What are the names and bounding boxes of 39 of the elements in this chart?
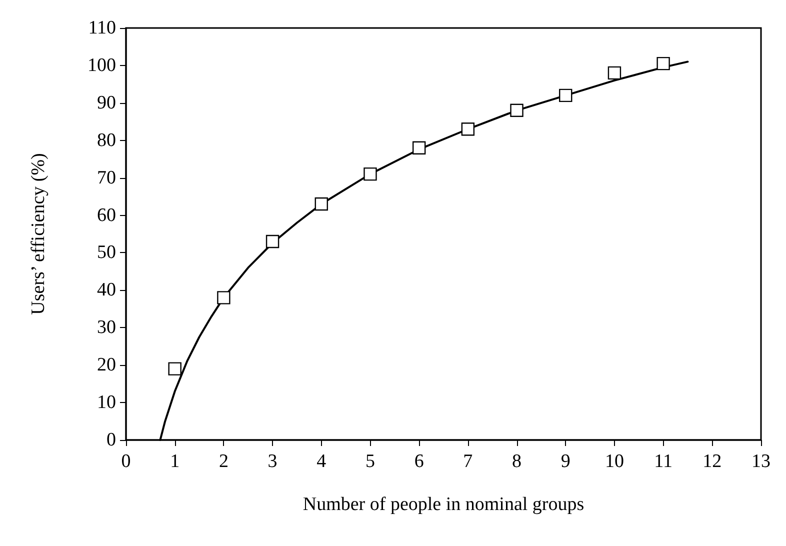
x-tick-label: 4	[316, 451, 327, 472]
y-tick-label: 0	[106, 430, 116, 450]
point	[412, 141, 426, 154]
y-tick-label: 80	[97, 130, 116, 151]
y-tick-label: 10	[97, 392, 116, 414]
x-tick-label: 5	[365, 451, 375, 472]
y-tick-label: 30	[97, 317, 116, 338]
x-tick-label: 3	[268, 451, 278, 472]
x-tick-label: 11	[654, 451, 672, 472]
y-tick-label: 50	[97, 242, 116, 264]
y-tick-label: 40	[97, 280, 116, 301]
y-tick-label: 90	[97, 92, 116, 114]
x-tick-label: 6	[414, 451, 424, 472]
x-tick-label: 10	[604, 451, 624, 472]
x-axis-title: Number of people in nominal groups	[302, 494, 584, 515]
y-tick-label: 20	[97, 354, 116, 376]
y-tick-label: 70	[97, 167, 116, 188]
point	[168, 362, 182, 376]
x-tick-label: 13	[752, 451, 770, 472]
x-tick-label: 2	[218, 451, 228, 472]
x-tick-label: 9	[560, 451, 570, 472]
point	[266, 234, 280, 248]
y-axis-title: Users’ efficiency (%)	[28, 153, 49, 315]
point	[559, 88, 572, 102]
point	[217, 291, 230, 304]
x-tick-label: 12	[702, 451, 722, 472]
point	[510, 104, 524, 117]
x-tick-label: 7	[463, 451, 473, 472]
point	[461, 122, 475, 136]
point	[314, 197, 328, 211]
y-tick-label: 110	[88, 18, 116, 38]
x-tick-label: 1	[170, 451, 180, 472]
point	[608, 66, 622, 80]
y-tick-label: 100	[88, 54, 116, 76]
point	[364, 167, 377, 181]
x-tick-label: 8	[512, 451, 522, 472]
y-tick-label: 60	[97, 204, 116, 226]
x-tick-label: 0	[121, 451, 131, 472]
point	[656, 56, 670, 70]
